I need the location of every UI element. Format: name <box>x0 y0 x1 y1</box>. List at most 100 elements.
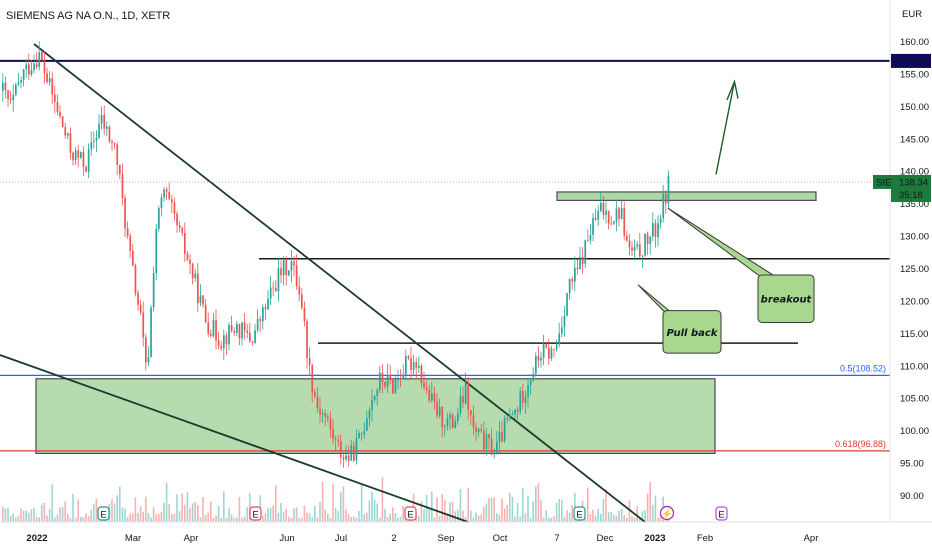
candle-body <box>288 270 290 276</box>
x-tick-label: Oct <box>493 533 508 544</box>
candle-body <box>399 378 402 380</box>
volume-bar <box>433 517 436 522</box>
candle-body <box>93 141 95 142</box>
y-tick-label: 160.00 <box>900 37 929 48</box>
volume-bar <box>397 517 399 522</box>
volume-bar <box>519 516 521 522</box>
candle-body <box>542 344 545 358</box>
volume-bar <box>451 502 454 522</box>
candle-body <box>410 358 412 370</box>
volume-bar <box>355 517 358 522</box>
volume-bar <box>550 517 553 522</box>
volume-bar <box>457 509 459 522</box>
volume-bar <box>529 517 532 522</box>
volume-bar <box>184 504 186 522</box>
candle-body <box>85 166 87 172</box>
candle-body <box>246 330 249 333</box>
candle-body <box>269 287 272 299</box>
candle-body <box>389 374 392 381</box>
volume-bar <box>116 495 118 522</box>
volume-bar <box>199 517 202 522</box>
volume-bar <box>145 496 147 522</box>
candle-body <box>74 150 77 161</box>
volume-bar <box>20 508 22 522</box>
volume-bar <box>418 515 420 522</box>
volume-bar <box>82 517 85 522</box>
candle-body <box>467 383 470 410</box>
candle-body <box>80 152 82 158</box>
candle-body <box>506 418 509 420</box>
candles <box>2 41 670 468</box>
volume-bar <box>7 507 9 522</box>
volume-bar <box>17 515 20 522</box>
candle-body <box>173 202 176 214</box>
candle-body <box>290 261 293 271</box>
last-price-value: 138.34 <box>899 177 928 188</box>
volume-bar <box>597 508 599 522</box>
candle-body <box>282 259 285 276</box>
x-tick-label: 7 <box>554 533 559 544</box>
volume-bar <box>197 505 199 522</box>
y-tick-label: 135.00 <box>900 199 929 210</box>
candle-body <box>316 396 319 409</box>
candle-body <box>415 362 418 368</box>
candle-body <box>215 320 217 341</box>
volume-bar <box>230 514 233 522</box>
currency-label: EUR <box>902 9 922 20</box>
candle-body <box>438 406 441 416</box>
candle-body <box>256 319 259 331</box>
volume-bar <box>636 506 638 522</box>
volume-bar <box>509 492 511 522</box>
volume-bar <box>506 504 508 522</box>
volume-bar <box>173 513 176 522</box>
candle-body <box>111 141 113 144</box>
volume-bar <box>420 501 423 522</box>
candle-body <box>620 207 623 219</box>
candle-body <box>477 429 480 433</box>
volume-bar <box>33 507 35 522</box>
volume-bar <box>285 508 287 522</box>
volume-bar <box>381 477 384 522</box>
volume-bar <box>477 515 480 522</box>
volume-bar <box>238 497 241 522</box>
candle-body <box>191 263 194 279</box>
candle-body <box>464 383 467 404</box>
volume-bar <box>303 505 306 522</box>
volume-bar <box>368 500 371 522</box>
candle-body <box>355 438 358 461</box>
volume-bar <box>295 507 298 522</box>
candle-body <box>576 267 579 270</box>
volume-bar <box>30 509 33 522</box>
candle-body <box>64 127 67 136</box>
volume-bar <box>28 512 30 522</box>
candle-body <box>636 244 639 247</box>
time-axis: 2022 Mar Apr Jun Jul 2 Sep Oct 7 Dec 2023 Feb Apr <box>26 533 818 544</box>
volume-bar <box>316 517 319 522</box>
candle-body <box>272 287 275 289</box>
volume-bar <box>228 508 230 522</box>
volume-bar <box>202 496 204 522</box>
volume-bar <box>56 514 59 522</box>
x-tick-label: 2022 <box>26 533 47 544</box>
volume-bar <box>272 505 274 522</box>
candle-body <box>451 414 454 428</box>
candle-body <box>303 307 306 322</box>
volume-bar <box>373 499 376 522</box>
volume-bar <box>290 517 293 522</box>
volume-bar <box>111 499 113 522</box>
candle-body <box>628 240 631 248</box>
candle-body <box>659 218 662 224</box>
candle-body <box>493 452 496 455</box>
y-tick-label: 90.00 <box>900 491 924 502</box>
volume-bar <box>77 499 79 522</box>
volume-bar <box>644 510 646 522</box>
volume-bar <box>438 516 441 522</box>
pullback-callout <box>662 310 722 354</box>
volume-bar <box>444 499 446 522</box>
candle-body <box>155 228 158 274</box>
candle-body <box>579 257 581 270</box>
volume-bar <box>615 515 618 522</box>
volume-bar <box>371 491 373 522</box>
volume-bar <box>480 514 482 522</box>
earnings-marker <box>97 506 110 521</box>
